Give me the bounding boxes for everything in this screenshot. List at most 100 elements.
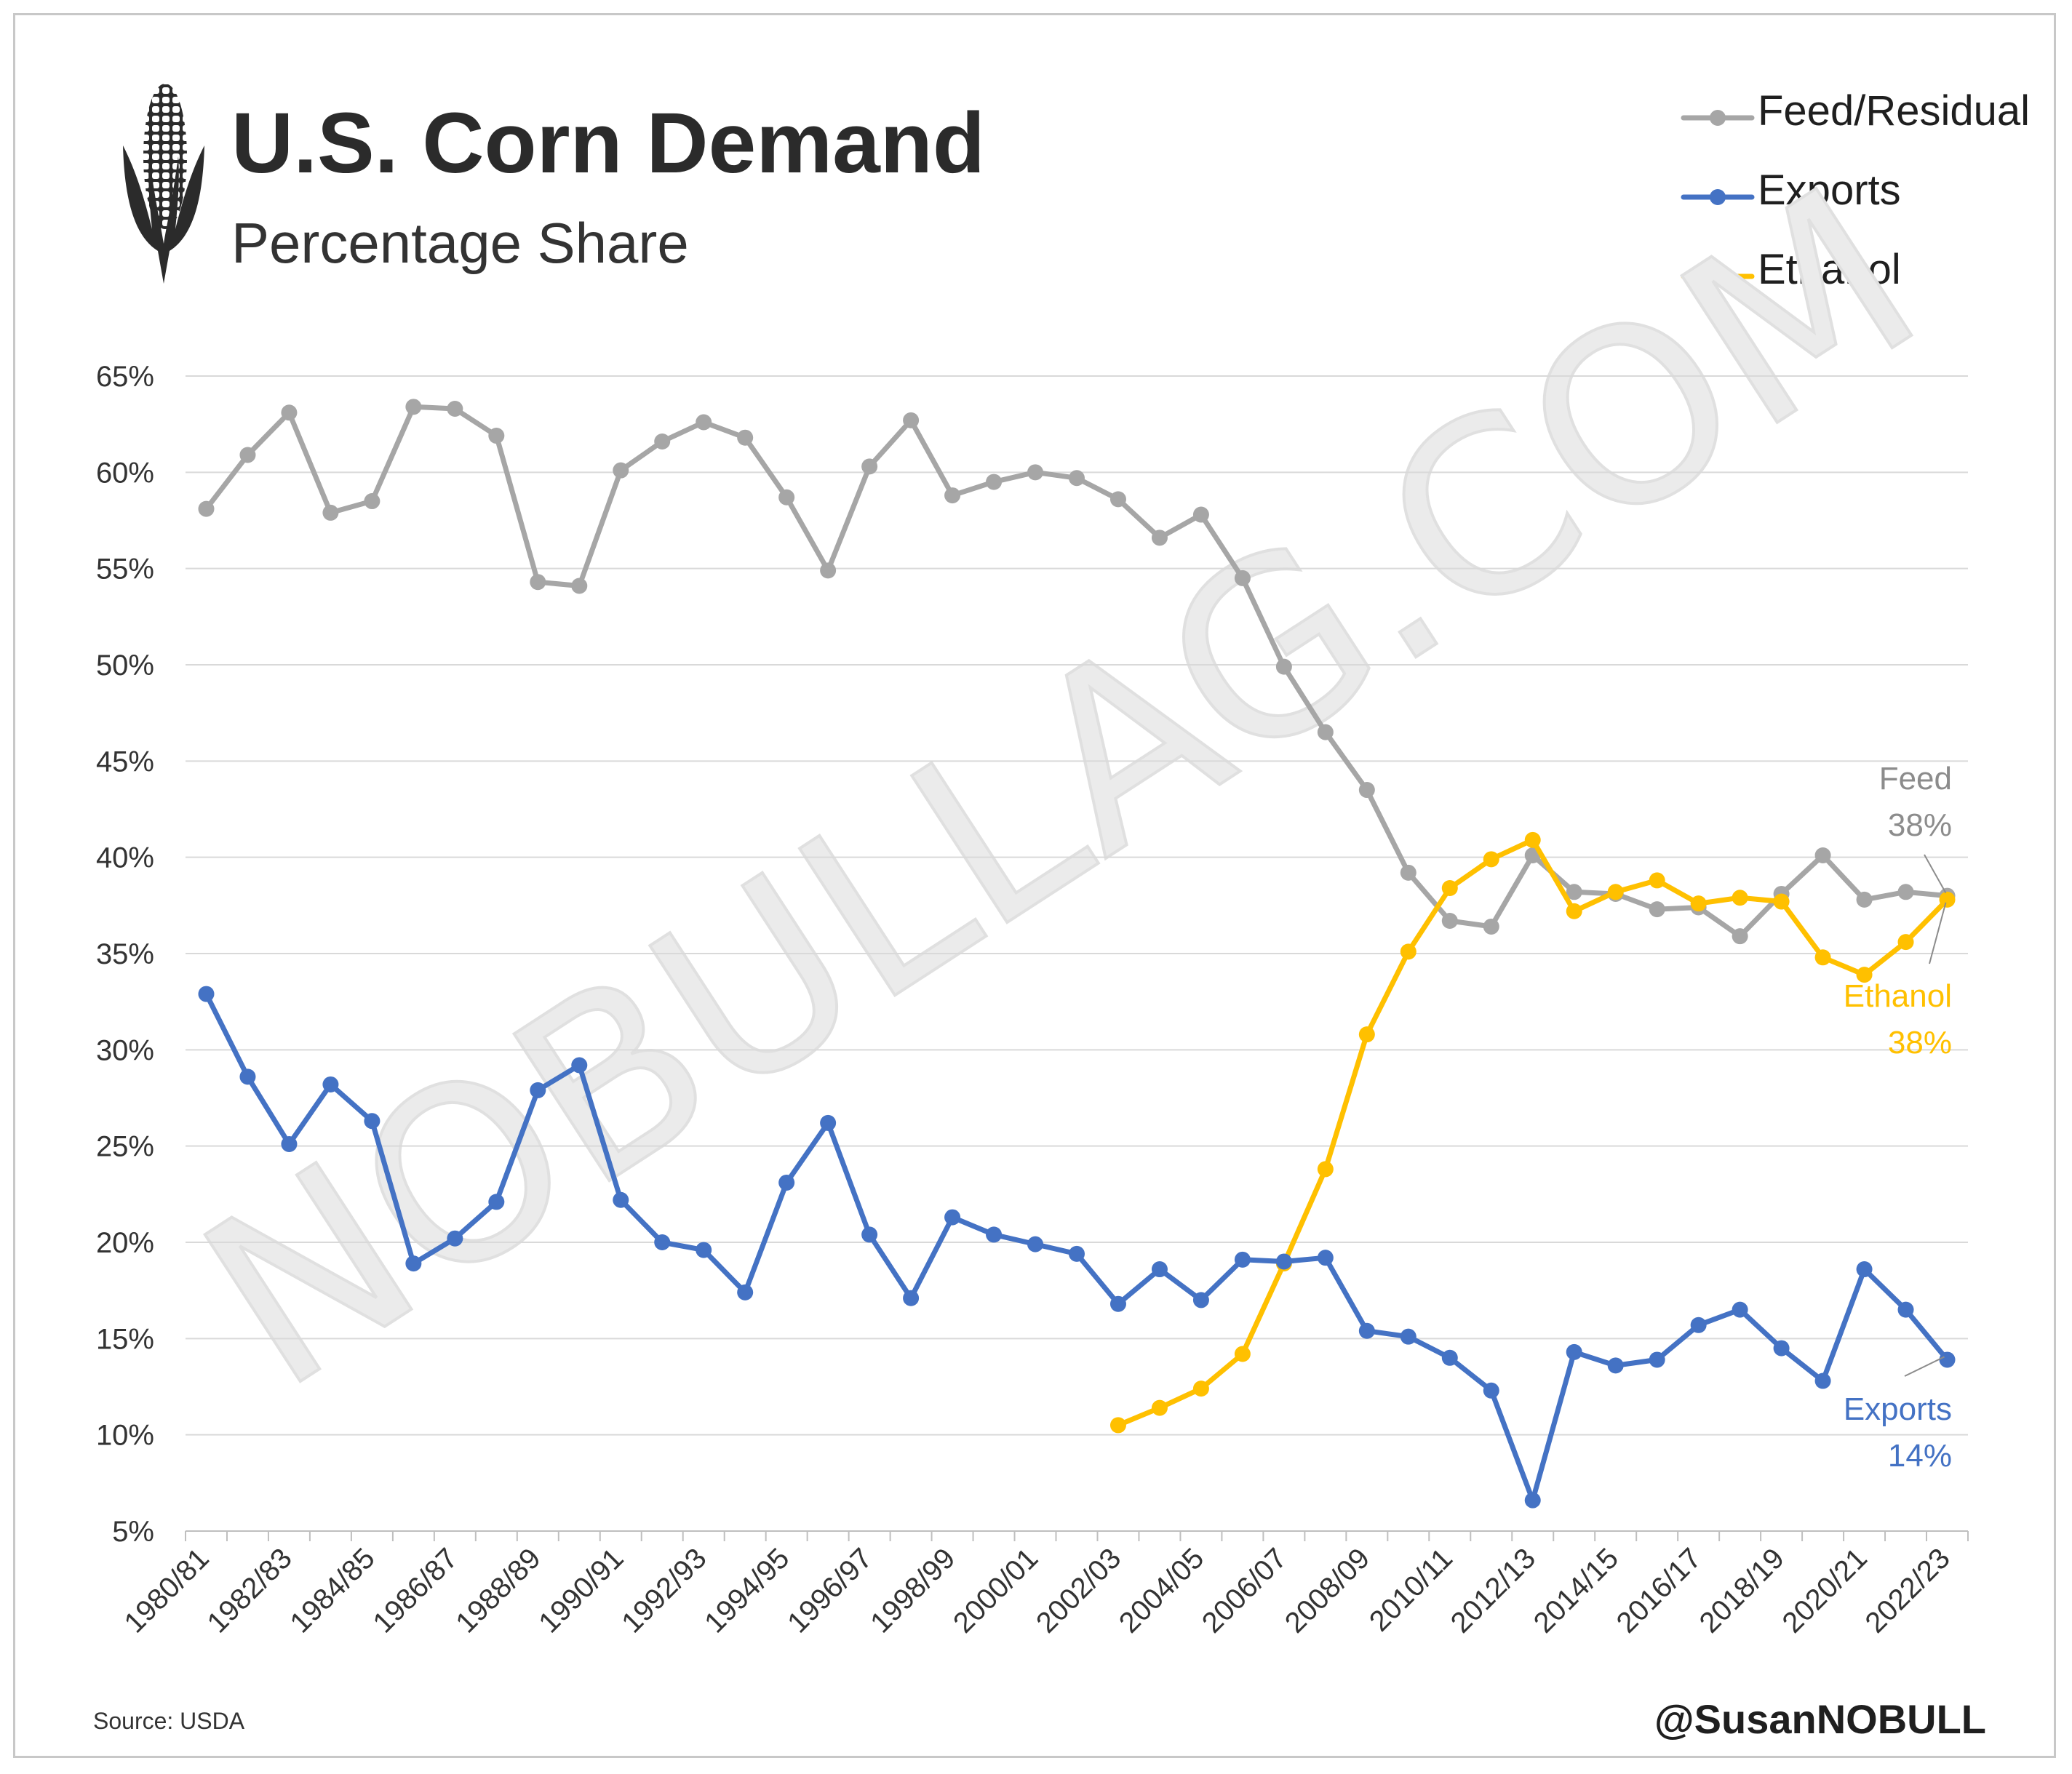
data-point-exports: [322, 1076, 339, 1092]
data-point-exports: [1483, 1382, 1499, 1399]
author-handle: @SusanNOBULL: [1654, 1696, 1986, 1742]
data-point-feed-residual: [1814, 847, 1831, 864]
data-point-feed-residual: [1856, 891, 1873, 908]
data-point-exports: [1192, 1292, 1209, 1308]
data-point-feed-residual: [1317, 724, 1334, 740]
x-tick-label: 2002/03: [1030, 1542, 1127, 1639]
data-point-ethanol: [1358, 1026, 1375, 1043]
chart-title: U.S. Corn Demand: [231, 95, 985, 191]
data-point-exports: [696, 1242, 712, 1258]
data-point-feed-residual: [1441, 913, 1458, 930]
data-point-exports: [1939, 1351, 1956, 1368]
data-point-exports: [1773, 1340, 1790, 1357]
data-point-ethanol: [1441, 880, 1458, 897]
x-tick-label: 1988/89: [450, 1542, 546, 1639]
legend-swatch: [1681, 189, 1755, 205]
data-point-exports: [281, 1136, 298, 1153]
data-point-exports: [903, 1290, 920, 1306]
annotation-feed-value: 38%: [1888, 807, 1952, 843]
data-point-exports: [447, 1230, 463, 1247]
data-point-feed-residual: [447, 400, 463, 417]
data-point-feed-residual: [986, 474, 1003, 490]
legend-label: Exports: [1758, 167, 1901, 214]
y-tick-label: 25%: [96, 1131, 154, 1163]
data-point-exports: [1400, 1328, 1416, 1345]
data-point-exports: [364, 1113, 380, 1130]
data-point-exports: [530, 1082, 546, 1098]
data-point-exports: [1732, 1301, 1748, 1318]
data-point-exports: [654, 1234, 671, 1250]
data-point-exports: [1856, 1261, 1873, 1278]
data-point-ethanol: [1690, 895, 1707, 912]
x-tick-label: 2010/11: [1363, 1542, 1459, 1637]
data-point-exports: [778, 1174, 795, 1191]
data-point-feed-residual: [903, 412, 920, 428]
data-point-exports: [1566, 1343, 1582, 1360]
legend-label: Feed/Residual: [1758, 87, 2030, 135]
data-point-exports: [986, 1226, 1003, 1243]
x-tick-label: 2018/19: [1694, 1542, 1790, 1639]
x-tick-label: 2022/23: [1860, 1542, 1956, 1639]
x-tick-label: 2012/13: [1445, 1542, 1542, 1639]
x-tick-label: 1984/85: [284, 1542, 380, 1639]
data-point-feed-residual: [654, 433, 671, 450]
data-point-exports: [613, 1191, 629, 1208]
data-point-exports: [1524, 1492, 1541, 1509]
x-tick-label: 1992/93: [615, 1542, 712, 1639]
watermark-text: NOBULLAG.COM: [159, 136, 1962, 1442]
data-point-feed-residual: [1897, 884, 1914, 900]
x-tick-label: 2020/21: [1777, 1542, 1873, 1639]
chart-frame: [13, 13, 2056, 1758]
data-point-exports: [198, 986, 215, 1002]
y-tick-label: 35%: [96, 938, 154, 970]
data-point-exports: [737, 1284, 754, 1300]
data-point-feed-residual: [571, 578, 588, 594]
data-point-ethanol: [1939, 891, 1956, 908]
annotation-leader-exports: [1904, 1356, 1945, 1377]
data-point-exports: [1690, 1316, 1707, 1333]
x-tick-label: 1986/87: [367, 1542, 463, 1639]
data-point-feed-residual: [530, 574, 546, 591]
y-tick-label: 20%: [96, 1227, 154, 1259]
data-point-ethanol: [1192, 1381, 1209, 1397]
annotation-ethanol-value: 38%: [1888, 1025, 1952, 1060]
data-point-exports: [1027, 1236, 1044, 1252]
x-tick-label: 1994/95: [698, 1542, 795, 1639]
data-point-feed-residual: [944, 487, 961, 504]
data-point-feed-residual: [281, 404, 298, 421]
data-point-feed-residual: [1151, 530, 1168, 546]
annotation-exports-label: Exports: [1844, 1391, 1952, 1427]
data-point-feed-residual: [1566, 884, 1582, 900]
data-point-ethanol: [1234, 1346, 1251, 1362]
x-tick-label: 2014/15: [1528, 1542, 1625, 1639]
data-point-ethanol: [1483, 851, 1499, 868]
data-point-ethanol: [1524, 831, 1541, 848]
data-point-feed-residual: [405, 399, 422, 415]
data-point-ethanol: [1400, 943, 1416, 960]
data-point-feed-residual: [1027, 464, 1044, 481]
data-point-exports: [1607, 1357, 1624, 1374]
data-point-exports: [1897, 1301, 1914, 1318]
y-tick-label: 10%: [96, 1420, 154, 1452]
data-point-feed-residual: [1358, 782, 1375, 799]
x-tick-label: 2006/07: [1196, 1542, 1293, 1639]
y-tick-label: 30%: [96, 1034, 154, 1066]
data-point-ethanol: [1566, 903, 1582, 919]
annotation-leader-feed: [1924, 854, 1947, 894]
annotation-leader-ethanol: [1929, 902, 1947, 964]
data-point-ethanol: [1814, 949, 1831, 966]
legend-swatch: [1681, 110, 1755, 126]
data-point-exports: [488, 1194, 505, 1210]
data-point-exports: [1441, 1349, 1458, 1366]
data-point-ethanol: [1732, 890, 1748, 906]
data-point-feed-residual: [1234, 570, 1251, 586]
data-point-feed-residual: [1192, 506, 1209, 523]
data-point-feed-residual: [239, 447, 256, 463]
data-point-exports: [1234, 1251, 1251, 1268]
data-point-feed-residual: [861, 458, 878, 475]
legend-label: Ethanol: [1758, 246, 1901, 293]
data-point-ethanol: [1649, 872, 1665, 889]
data-point-exports: [820, 1114, 837, 1131]
data-point-feed-residual: [198, 500, 215, 517]
